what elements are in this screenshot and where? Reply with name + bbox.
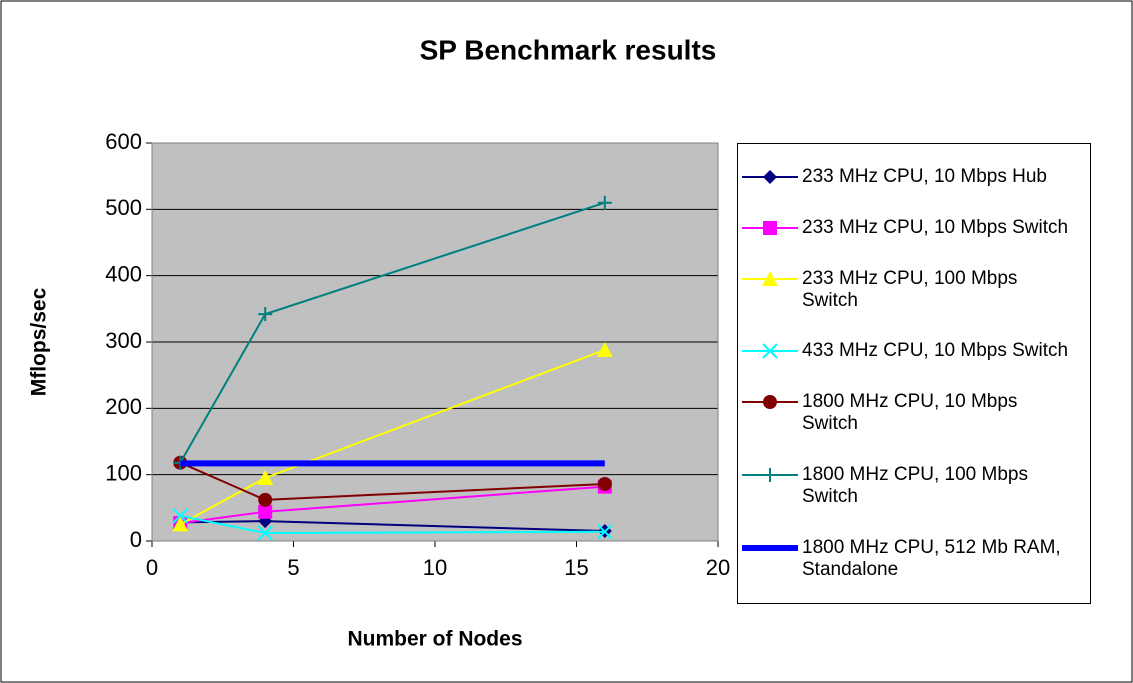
- legend-swatch: [742, 343, 798, 360]
- legend-swatch: [742, 544, 798, 551]
- marker: [763, 467, 777, 482]
- legend-entry: 1800 MHz CPU, 512 Mb RAM, Standalone: [738, 537, 1090, 581]
- marker: [597, 524, 613, 540]
- y-tick-label: 500: [105, 195, 142, 220]
- legend-label: 233 MHz CPU, 10 Mbps Hub: [802, 166, 1047, 188]
- y-tick-label: 400: [105, 261, 142, 286]
- legend-swatch: [742, 170, 798, 185]
- legend-label: 233 MHz CPU, 10 Mbps Switch: [802, 217, 1069, 239]
- legend-swatch: [742, 270, 798, 286]
- legend-swatch: [742, 221, 798, 236]
- x-tick-label: 0: [146, 555, 158, 580]
- legend-entry: 233 MHz CPU, 100 Mbps Switch: [738, 268, 1090, 312]
- marker: [597, 476, 612, 491]
- marker: [258, 492, 273, 507]
- marker: [172, 508, 189, 524]
- marker: [762, 343, 778, 360]
- marker: [763, 395, 777, 410]
- x-tick-label: 10: [423, 555, 447, 580]
- legend-swatch: [742, 395, 798, 410]
- y-tick-label: 600: [105, 129, 142, 154]
- marker: [763, 221, 777, 236]
- legend-entry: 1800 MHz CPU, 100 Mbps Switch: [738, 464, 1090, 508]
- legend-swatch: [742, 467, 798, 482]
- marker: [172, 516, 189, 532]
- legend-label: 1800 MHz CPU, 10 Mbps Switch: [802, 391, 1018, 435]
- y-tick-label: 100: [105, 460, 142, 485]
- marker: [763, 170, 777, 185]
- y-axis-title: Mflops/sec: [28, 287, 51, 396]
- y-tick-label: 300: [105, 328, 142, 353]
- marker: [258, 504, 273, 519]
- legend: 233 MHz CPU, 10 Mbps Hub 233 MHz CPU, 10 …: [737, 143, 1091, 604]
- marker: [597, 195, 612, 210]
- legend-label: 1800 MHz CPU, 100 Mbps Switch: [802, 463, 1028, 507]
- x-tick-label: 20: [706, 555, 730, 580]
- x-tick-label: 5: [287, 555, 299, 580]
- y-tick-label: 0: [130, 527, 142, 552]
- x-axis-title: Number of Nodes: [347, 628, 522, 651]
- y-tick-label: 200: [105, 394, 142, 419]
- legend-label: 233 MHz CPU, 100 Mbps Switch: [802, 267, 1018, 311]
- legend-label: 1800 MHz CPU, 512 Mb RAM, Standalone: [802, 536, 1061, 580]
- marker: [257, 469, 274, 485]
- marker: [596, 341, 613, 357]
- plot-border: [151, 142, 719, 542]
- marker: [258, 307, 273, 322]
- marker: [762, 270, 778, 286]
- legend-entry: 433 MHz CPU, 10 Mbps Switch: [738, 340, 1090, 362]
- legend-entry: 233 MHz CPU, 10 Mbps Hub: [738, 166, 1090, 188]
- chart-title: SP Benchmark results: [420, 34, 717, 65]
- marker: [257, 525, 273, 541]
- legend-label: 433 MHz CPU, 10 Mbps Switch: [802, 340, 1069, 362]
- legend-entry: 1800 MHz CPU, 10 Mbps Switch: [738, 391, 1090, 435]
- x-tick-label: 15: [564, 555, 588, 580]
- legend-entry: 233 MHz CPU, 10 Mbps Switch: [738, 217, 1090, 239]
